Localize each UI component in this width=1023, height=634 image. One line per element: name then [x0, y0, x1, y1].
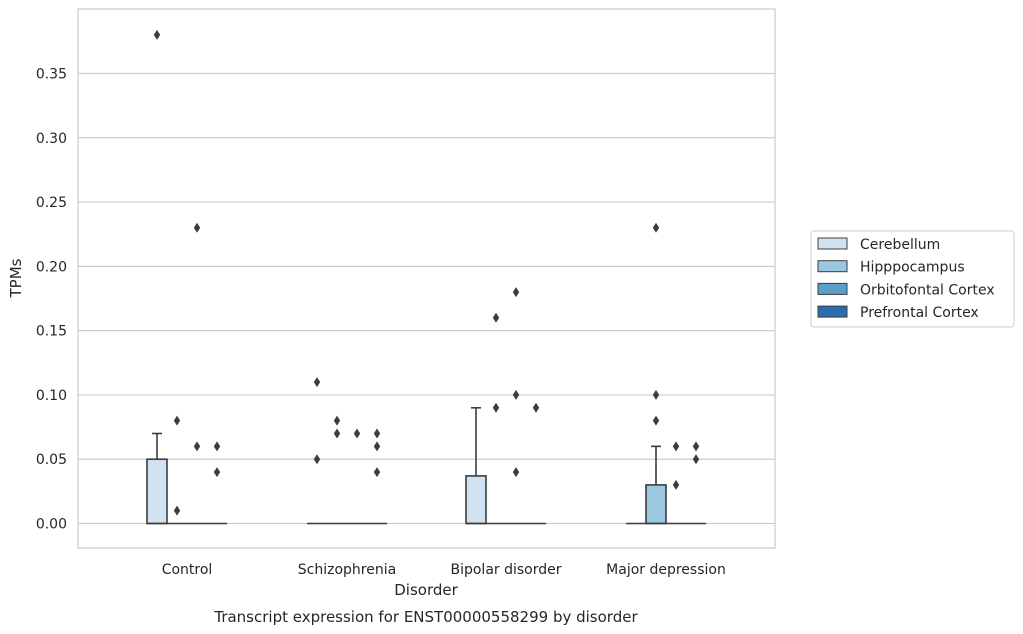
- box: [645, 484, 667, 525]
- box: [146, 458, 168, 525]
- x-tick-label: Major depression: [606, 562, 726, 578]
- y-tick-label: 0.15: [36, 324, 67, 340]
- plot-frame: [77, 8, 776, 549]
- y-tick-labels: 0.00 0.05 0.10 0.15 0.20 0.25 0.30 0.35: [36, 67, 67, 533]
- outlier-point: [512, 389, 520, 400]
- y-tick-label: 0.00: [36, 517, 67, 533]
- outlier-point: [173, 415, 181, 426]
- outlier-point: [672, 441, 680, 452]
- y-tick-label: 0.05: [36, 452, 67, 468]
- outlier-point: [492, 312, 500, 323]
- outlier-point: [213, 441, 221, 452]
- x-tick-label: Bipolar disorder: [450, 562, 561, 578]
- outlier-point: [532, 402, 540, 413]
- outlier-point: [373, 428, 381, 439]
- box: [465, 475, 487, 525]
- outlier-point: [313, 454, 321, 465]
- y-tick-label: 0.10: [36, 388, 67, 404]
- outlier-point: [353, 428, 361, 439]
- outlier-point: [333, 415, 341, 426]
- boxes: [146, 406, 706, 525]
- legend-swatch: [817, 260, 848, 273]
- x-tick-label: Control: [162, 562, 213, 578]
- y-tick-label: 0.25: [36, 195, 67, 211]
- legend-item: Prefrontal Cortex: [817, 305, 979, 321]
- outlier-point: [652, 222, 660, 233]
- legend-label: Cerebellum: [860, 237, 940, 253]
- legend-swatch: [817, 282, 848, 295]
- y-tick-label: 0.20: [36, 259, 67, 275]
- box-hipppocampus: [645, 445, 667, 525]
- legend-label: Hipppocampus: [860, 260, 965, 276]
- legend-swatch: [817, 305, 848, 318]
- outlier-point: [193, 441, 201, 452]
- box-cerebellum: [465, 406, 487, 525]
- y-tick-label: 0.35: [36, 67, 67, 83]
- grid-lines: [78, 72, 775, 525]
- outlier-point: [173, 505, 181, 516]
- y-tick-label: 0.30: [36, 131, 67, 147]
- x-tick-label: Schizophrenia: [298, 562, 396, 578]
- legend-swatch: [817, 237, 848, 250]
- legend: Cerebellum Hipppocampus Orbitofontal Corte…: [810, 230, 1015, 328]
- x-tick-labels: Control Schizophrenia Bipolar disorder Majo…: [162, 562, 726, 578]
- outlier-point: [512, 287, 520, 298]
- outlier-point: [213, 467, 221, 478]
- legend-frame: [810, 230, 1015, 328]
- legend-label: Prefrontal Cortex: [860, 305, 979, 321]
- legend-item: Hipppocampus: [817, 260, 965, 276]
- box-cerebellum: [146, 432, 168, 525]
- x-axis-title: Disorder: [394, 581, 458, 599]
- outlier-point: [692, 454, 700, 465]
- outlier-point: [652, 415, 660, 426]
- legend-item: Orbitofontal Cortex: [817, 282, 995, 298]
- outlier-point: [672, 479, 680, 490]
- legend-item: Cerebellum: [817, 237, 940, 253]
- outlier-point: [313, 377, 321, 388]
- y-axis-title: TPMs: [7, 258, 25, 298]
- outlier-point: [193, 222, 201, 233]
- outlier-point: [373, 467, 381, 478]
- outliers: [153, 29, 700, 516]
- outlier-point: [692, 441, 700, 452]
- outlier-point: [153, 29, 161, 40]
- outlier-point: [492, 402, 500, 413]
- outlier-point: [373, 441, 381, 452]
- outlier-point: [652, 389, 660, 400]
- outlier-point: [333, 428, 341, 439]
- outlier-point: [512, 467, 520, 478]
- chart-title: Transcript expression for ENST0000055829…: [213, 608, 638, 626]
- legend-label: Orbitofontal Cortex: [860, 282, 995, 298]
